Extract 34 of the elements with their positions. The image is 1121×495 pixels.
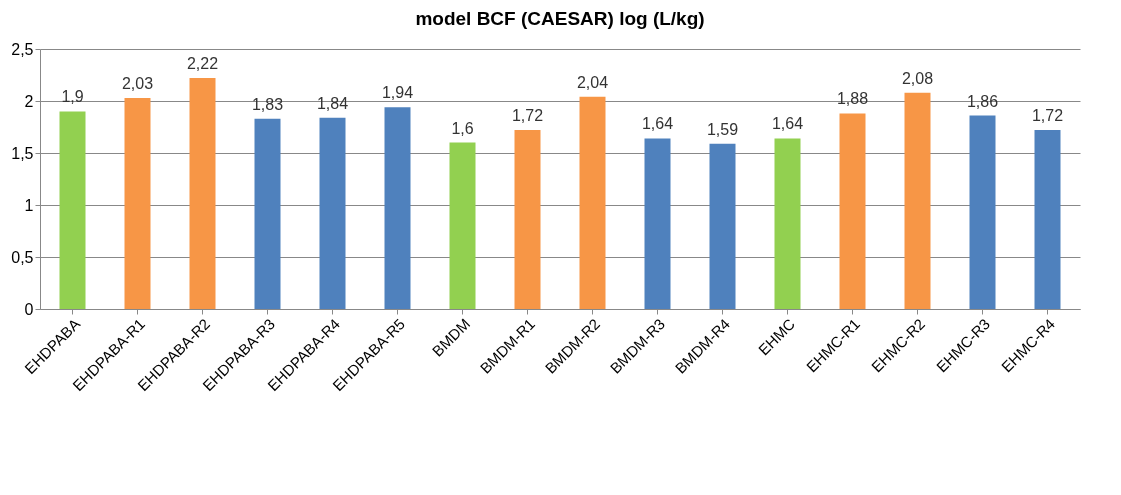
bar — [59, 111, 86, 309]
y-tick-label: 1,5 — [11, 144, 34, 162]
bar — [449, 142, 476, 309]
bar — [969, 115, 996, 309]
bar — [189, 78, 216, 309]
y-tick-label: 0,5 — [11, 248, 34, 266]
bar — [579, 96, 606, 309]
y-tick-label: 2,5 — [11, 40, 34, 58]
data-label: 1,64 — [641, 115, 674, 133]
y-tick-label: 2 — [24, 92, 34, 110]
data-label: 1,6 — [451, 119, 474, 137]
data-label: 1,64 — [771, 115, 804, 133]
bar — [904, 92, 931, 309]
bar — [124, 97, 151, 309]
bar — [774, 138, 801, 309]
bar — [319, 117, 346, 309]
y-tick-label: 1 — [24, 196, 34, 214]
bar — [709, 143, 736, 309]
data-label: 1,72 — [511, 107, 544, 125]
data-label: 2,03 — [121, 74, 154, 92]
bar — [1034, 130, 1061, 309]
bar — [384, 107, 411, 309]
bar — [254, 118, 281, 309]
y-tick-label: 0 — [24, 300, 34, 318]
data-label: 1,59 — [706, 120, 739, 138]
data-label: 1,94 — [381, 84, 414, 102]
chart-title: model BCF (CAESAR) log (L/kg) — [415, 8, 705, 29]
bar — [514, 130, 541, 309]
data-label: 1,72 — [1031, 107, 1064, 125]
data-label: 2,04 — [576, 73, 609, 91]
bar — [839, 113, 866, 309]
data-label: 2,22 — [186, 55, 219, 73]
data-label: 2,08 — [901, 69, 934, 87]
bar — [644, 138, 671, 309]
